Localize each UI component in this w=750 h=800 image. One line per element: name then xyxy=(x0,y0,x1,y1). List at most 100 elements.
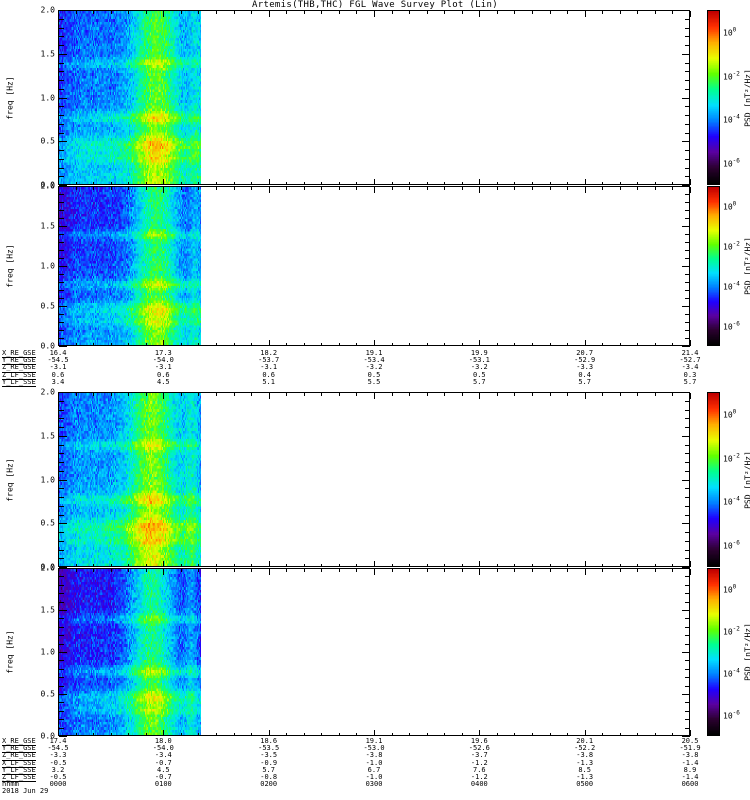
axis-annotation-value: 8.5 xyxy=(578,765,591,774)
spectrogram-panel-thc-bl[interactable] xyxy=(58,392,690,567)
y-tick xyxy=(59,133,64,134)
x-tick xyxy=(163,561,164,567)
x-tick xyxy=(497,564,498,567)
x-tick xyxy=(567,11,568,14)
x-tick xyxy=(532,569,533,572)
colorbar-tick-label: 10-6 xyxy=(723,539,740,551)
y-tick-label: 0.0 xyxy=(40,180,55,190)
y-tick xyxy=(59,488,64,489)
axis-annotation-value: -0.9 xyxy=(260,758,278,767)
x-tick xyxy=(690,730,691,736)
x-tick xyxy=(93,182,94,185)
x-tick xyxy=(479,730,480,736)
x-tick xyxy=(462,393,463,396)
axis-annotation-value: 5.7 xyxy=(473,377,486,386)
x-tick xyxy=(111,187,112,190)
y-tick xyxy=(59,702,64,703)
y-tick xyxy=(59,36,64,37)
x-tick xyxy=(356,564,357,567)
y-tick xyxy=(59,515,64,516)
x-tick xyxy=(286,343,287,346)
x-tick xyxy=(602,11,603,14)
axis-annotation-value: 0300 xyxy=(365,780,383,789)
colorbar-tick-label: 10-4 xyxy=(723,114,740,125)
axis-annotation-value: -52.7 xyxy=(679,356,701,365)
y-tick xyxy=(59,306,67,307)
axis-annotation-value: -53.7 xyxy=(258,356,280,365)
x-tick xyxy=(111,569,112,572)
x-tick xyxy=(444,564,445,567)
y-tick xyxy=(685,644,690,645)
spectrogram-image xyxy=(59,11,201,184)
y-tick xyxy=(685,702,690,703)
panel-label-thc-bl: THC BL xyxy=(0,392,1,567)
y-tick xyxy=(685,63,690,64)
y-tick xyxy=(59,471,64,472)
colorbar-tick-label: 10-2 xyxy=(723,625,740,637)
y-tick xyxy=(685,427,690,428)
x-tick xyxy=(602,182,603,185)
y-axis-title-thb-bl: freq [Hz] xyxy=(5,75,15,120)
y-tick xyxy=(685,532,690,533)
y-tick xyxy=(685,471,690,472)
x-tick xyxy=(690,393,691,399)
y-tick xyxy=(685,602,690,603)
x-tick xyxy=(462,564,463,567)
axis-annotation-label: X_RE_GSE xyxy=(2,737,36,747)
x-tick xyxy=(374,179,375,185)
spectrogram-panel-thb-bi[interactable] xyxy=(58,186,690,346)
y-tick xyxy=(682,610,690,611)
axis-annotation-value: 3.4 xyxy=(51,377,65,386)
x-tick xyxy=(602,733,603,736)
x-tick xyxy=(479,561,480,567)
colorbar-tick-label: 10-4 xyxy=(723,280,740,292)
x-tick xyxy=(58,393,59,399)
y-tick xyxy=(685,150,690,151)
x-tick xyxy=(690,11,691,17)
x-tick xyxy=(198,569,199,572)
y-tick xyxy=(685,445,690,446)
x-tick xyxy=(198,11,199,14)
spectrogram-panel-thc-bi[interactable] xyxy=(58,568,690,736)
y-tick xyxy=(59,242,64,243)
axis-annotation-label: hhmm xyxy=(2,780,19,789)
y-tick xyxy=(685,133,690,134)
axis-annotation-value: 0.5 xyxy=(473,370,486,379)
axis-annotation-value: 4.5 xyxy=(157,765,170,774)
y-tick xyxy=(59,124,64,125)
x-tick xyxy=(111,11,112,14)
axis-annotation-value: 18.6 xyxy=(260,737,278,745)
axis-annotation-value: -53.5 xyxy=(258,744,280,753)
colorbar-tick-label: 100 xyxy=(723,408,737,420)
y-tick xyxy=(685,218,690,219)
y-tick xyxy=(682,141,690,142)
x-tick xyxy=(427,569,428,572)
spectrogram-panel-thb-bl[interactable] xyxy=(58,10,690,185)
x-tick xyxy=(462,187,463,190)
y-tick xyxy=(685,401,690,402)
y-tick xyxy=(59,185,67,186)
x-tick xyxy=(58,569,59,575)
x-tick xyxy=(532,187,533,190)
x-tick xyxy=(655,564,656,567)
x-tick xyxy=(672,187,673,190)
x-tick xyxy=(532,343,533,346)
x-tick xyxy=(321,182,322,185)
x-tick xyxy=(339,182,340,185)
axis-annotation-value: -3.8 xyxy=(576,751,594,760)
y-tick xyxy=(685,576,690,577)
y-tick xyxy=(682,652,690,653)
y-tick-label: 0.5 xyxy=(40,518,55,528)
y-tick xyxy=(59,694,67,695)
y-tick xyxy=(682,186,690,187)
axis-annotation-value: -1.0 xyxy=(365,758,383,767)
y-tick xyxy=(59,568,67,569)
x-tick xyxy=(655,182,656,185)
colorbar-tick-label: 10-6 xyxy=(723,157,740,169)
colorbar-tick-label: 10-2 xyxy=(723,240,740,252)
colorbar-tick-label: 10-4 xyxy=(723,667,740,679)
x-tick xyxy=(690,569,691,575)
y-tick xyxy=(59,45,64,46)
y-tick xyxy=(685,71,690,72)
x-tick xyxy=(58,340,59,346)
